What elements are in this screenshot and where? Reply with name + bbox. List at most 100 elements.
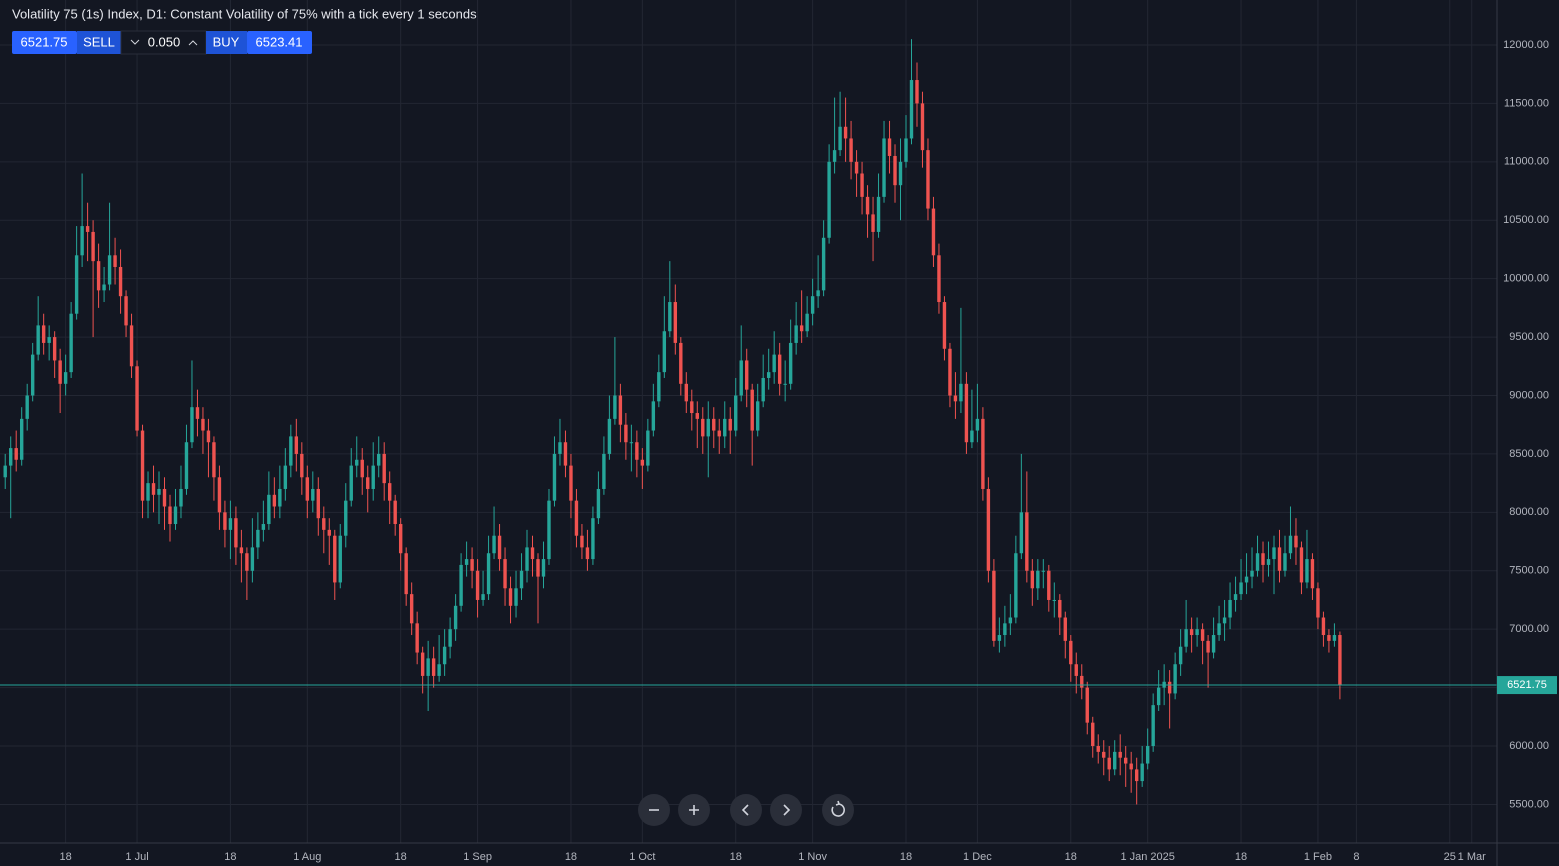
candle-body [234,518,238,548]
x-tick-label: 1 Sep [463,851,492,863]
candle-body [157,488,161,495]
candle-body [766,372,771,378]
candle-body [1096,746,1100,752]
candle-body [942,302,947,349]
candle-body [701,418,705,437]
candle-body [1052,599,1057,601]
reset-button[interactable] [822,794,854,826]
candle-body [371,465,375,489]
candle-body [1217,623,1221,636]
candle-body [1294,535,1298,548]
candle-body [920,103,925,151]
candle-body [464,559,469,565]
sell-price: 6521.75 [21,34,68,49]
candle-body [1008,617,1013,624]
candle-body [723,418,727,437]
buy-price: 6523.41 [256,34,303,49]
lot-decrease-icon[interactable] [130,39,140,45]
candle-body [239,547,244,554]
candle-body [1321,617,1326,636]
candle-body [1058,599,1062,618]
candle-body [492,535,496,554]
candle-body [201,418,205,431]
candle-body [1167,681,1172,694]
candle-body [14,448,18,460]
buy-button[interactable] [206,31,247,54]
candle-body [898,161,903,186]
candle-body [607,418,612,454]
candle-body [1277,547,1282,571]
candle-body [1123,757,1128,764]
candle-body [140,430,145,501]
x-tick-label: 1 Nov [798,851,827,863]
candle-body [300,453,304,478]
candle-body [679,342,683,384]
candle-body [1189,629,1194,636]
candle-body [206,430,211,443]
candle-body [19,418,24,460]
candle-body [690,401,694,414]
candle-body [289,436,293,466]
candle-body [74,255,79,314]
candle-body [497,535,502,560]
candle-body [783,383,787,385]
candle-body [113,255,117,267]
candle-body [415,623,419,653]
scroll-right-button[interactable] [770,794,802,826]
candle-body [322,518,326,530]
x-tick-label: 18 [224,851,236,863]
candle-body [316,488,320,519]
candle-body [662,331,667,373]
candle-body [470,559,474,571]
buy-price-button[interactable] [247,31,312,54]
candle-body [261,524,266,530]
candle-body [547,500,551,560]
candle-body [151,483,156,495]
y-tick-label: 8500.00 [1509,448,1549,460]
sell-button[interactable] [77,31,121,54]
navigation-controls [638,794,854,826]
reset-icon [831,800,845,817]
candle-body [519,570,524,589]
candle-body [657,372,661,402]
candle-body [992,570,996,641]
candle-body [47,337,51,343]
buy-label: BUY [213,34,240,49]
y-tick-label: 6000.00 [1509,740,1549,752]
candle-body [986,488,991,571]
candle-body [618,395,623,425]
y-tick-label: 9500.00 [1509,331,1549,343]
candle-body [437,664,441,676]
candle-body [431,658,436,676]
candle-body [1211,635,1216,653]
candle-body [135,366,139,431]
candle-body [426,658,430,676]
candle-body [124,296,128,326]
scroll-left-button[interactable] [730,794,762,826]
candle-body [1261,553,1265,565]
candle-body [393,500,397,525]
candle-body [1283,553,1287,571]
candle-body [871,214,875,232]
x-tick-label: 18 [395,851,407,863]
candle-body [948,348,952,396]
candle-body [146,483,150,501]
candle-body [712,418,716,431]
candle-body [1250,570,1254,577]
candle-body [278,488,282,507]
candle-body [349,465,353,501]
sell-label: SELL [83,34,115,49]
scroll-right-icon [783,804,791,816]
candle-body [272,494,277,507]
candle-body [1074,664,1078,676]
candle-body [1316,588,1320,618]
candle-body [96,261,101,291]
candle-body [843,126,848,139]
candle-body [267,494,271,525]
candle-body [91,231,95,262]
candle-body [734,395,738,431]
sell-price-button[interactable] [12,31,77,54]
lot-increase-icon[interactable] [188,40,198,46]
